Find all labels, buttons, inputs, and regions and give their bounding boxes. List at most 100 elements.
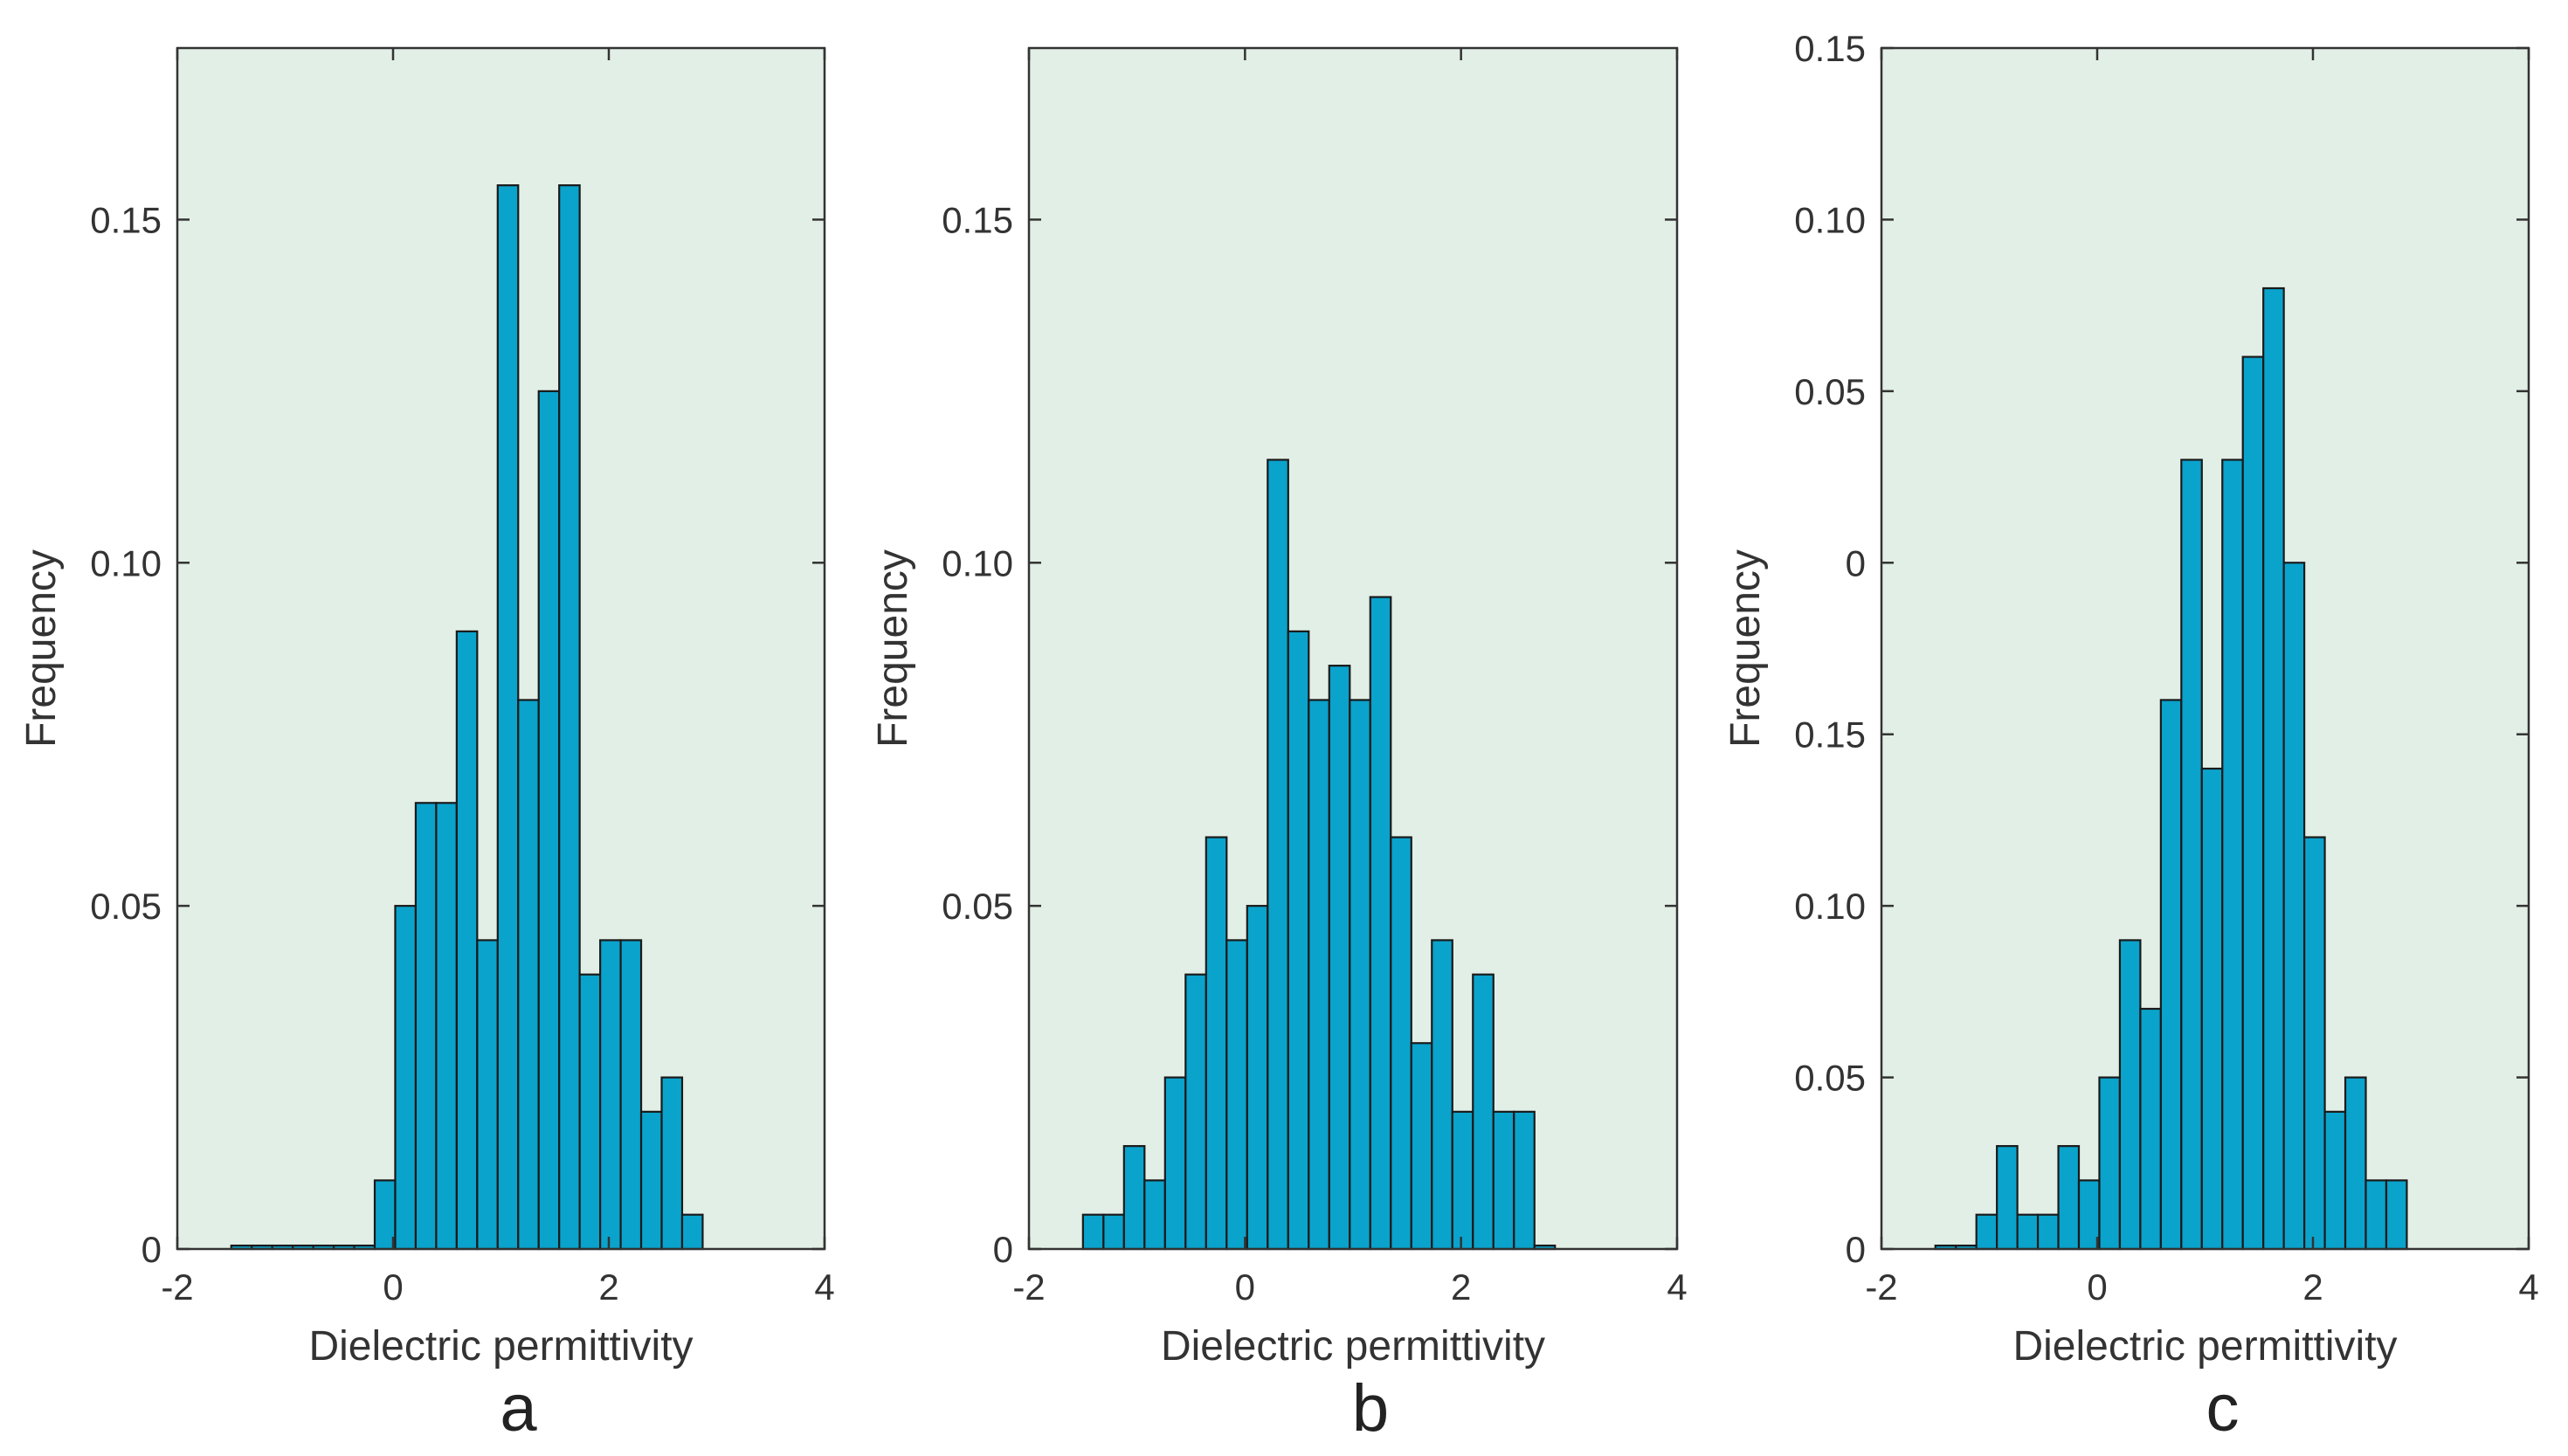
histogram-bar — [2098, 1076, 2122, 1251]
histogram-bar — [2303, 836, 2326, 1251]
histogram-bar — [558, 184, 581, 1251]
y-tick-label: 0.15 — [1794, 28, 1866, 69]
histogram-bar — [680, 1213, 704, 1251]
x-tick-label: 2 — [598, 1266, 618, 1308]
histogram-bar — [1996, 1145, 2019, 1251]
histogram-bar — [1492, 1110, 1515, 1251]
y-tick-label: 0.05 — [90, 886, 162, 927]
y-tick-label: 0 — [1846, 1229, 1866, 1270]
y-tick-label: 0.10 — [942, 542, 1013, 583]
x-tick-label: 2 — [2302, 1266, 2323, 1308]
histogram-bar — [1184, 973, 1207, 1251]
histogram-bar — [496, 184, 520, 1251]
x-tick-label: 4 — [2518, 1266, 2538, 1308]
histogram-bar — [2385, 1179, 2408, 1251]
histogram-bar — [1369, 596, 1392, 1251]
y-tick-label: 0.10 — [90, 542, 162, 583]
y-tick-label: 0.10 — [1794, 886, 1866, 927]
axes-frame — [176, 46, 826, 1251]
histogram-bar — [578, 973, 602, 1251]
x-tick-label: -2 — [1012, 1266, 1045, 1308]
histogram-bar — [660, 1076, 684, 1251]
histogram-bar — [2323, 1110, 2347, 1251]
histogram-bar — [2180, 459, 2203, 1251]
histogram-bar — [2139, 1007, 2162, 1251]
histogram-bar — [517, 699, 540, 1251]
histogram-bar — [1513, 1110, 1536, 1251]
y-tick-label: 0.05 — [1794, 1058, 1866, 1099]
histogram-bar — [1143, 1179, 1166, 1251]
histogram-bar — [476, 939, 499, 1251]
histogram-bar — [2344, 1076, 2367, 1251]
x-tick-label: 0 — [1235, 1266, 1255, 1308]
histogram-bar — [1472, 973, 1495, 1251]
histogram-bar — [2016, 1213, 2040, 1251]
histogram-bar — [1246, 905, 1269, 1251]
x-tick-label: 0 — [2087, 1266, 2107, 1308]
histogram-bar — [2036, 1213, 2060, 1251]
histogram-bar — [1225, 939, 1248, 1251]
histogram-bar — [537, 390, 561, 1251]
histogram-panel-c: -2 0 2 400.050.100.1500.050.100.15Dielectri… — [1722, 28, 2539, 1446]
y-tick-label: 0.10 — [1794, 199, 1866, 240]
histogram-bar — [1102, 1213, 1125, 1251]
histogram-bar — [599, 939, 622, 1251]
histogram-bar — [1308, 699, 1330, 1251]
y-tick-label: 0.15 — [1794, 714, 1866, 756]
histogram-bar — [2159, 699, 2183, 1251]
histogram-bar — [1328, 665, 1351, 1251]
histogram-bar — [435, 802, 458, 1251]
x-tick-label: -2 — [1865, 1266, 1897, 1308]
histogram-bar — [394, 905, 418, 1251]
histogram-bar — [1410, 1042, 1433, 1251]
y-tick-label: 0.05 — [1794, 371, 1866, 412]
y-tick-label: 0 — [1846, 542, 1866, 583]
histogram-bar — [2364, 1179, 2388, 1251]
histogram-bar — [2200, 767, 2224, 1251]
axes-frame — [1880, 46, 2530, 1251]
panel-label: a — [500, 1371, 537, 1446]
panel-label: b — [1352, 1371, 1389, 1446]
histogram-bar — [619, 939, 643, 1251]
y-tick-label: 0.15 — [942, 199, 1013, 240]
histogram-bar — [1163, 1076, 1187, 1251]
histogram-bar — [1451, 1110, 1474, 1251]
panel-label: c — [2206, 1371, 2240, 1446]
histogram-bar — [1205, 836, 1228, 1251]
x-tick-label: 0 — [383, 1266, 403, 1308]
histogram-bar — [1431, 939, 1453, 1251]
axes-frame — [1027, 46, 1679, 1251]
histogram-bar — [1122, 1145, 1146, 1251]
y-tick-label: 0 — [142, 1229, 162, 1270]
histogram-bar — [1975, 1213, 1998, 1251]
histogram-bar — [1390, 836, 1412, 1251]
histogram-bar — [2241, 355, 2265, 1251]
y-axis-label: Frequency — [1722, 549, 1769, 748]
y-tick-label: 0.05 — [942, 886, 1013, 927]
y-tick-label: 0.15 — [90, 199, 162, 240]
x-axis-label: Dielectric permittivity — [308, 1323, 693, 1370]
y-axis-label: Frequency — [18, 549, 65, 748]
histogram-bar — [1287, 630, 1310, 1251]
histogram-bar — [414, 802, 438, 1251]
x-tick-label: -2 — [161, 1266, 193, 1308]
histogram-bar — [639, 1110, 663, 1251]
histogram-bar — [2057, 1145, 2081, 1251]
y-axis-label: Frequency — [870, 549, 916, 748]
x-tick-label: 2 — [1451, 1266, 1471, 1308]
y-tick-label: 0 — [993, 1229, 1013, 1270]
x-axis-label: Dielectric permittivity — [2012, 1323, 2397, 1370]
x-tick-label: 4 — [814, 1266, 834, 1308]
x-axis-label: Dielectric permittivity — [1161, 1323, 1545, 1370]
histogram-bar — [1267, 459, 1289, 1251]
histogram-bar — [1349, 699, 1371, 1251]
histogram-bar — [2262, 286, 2285, 1251]
histogram-bar — [1081, 1213, 1105, 1251]
x-tick-label: 4 — [1667, 1266, 1687, 1308]
histogram-bar — [2118, 939, 2142, 1251]
histogram-bar — [2282, 562, 2306, 1251]
histogram-bar — [2221, 459, 2244, 1251]
